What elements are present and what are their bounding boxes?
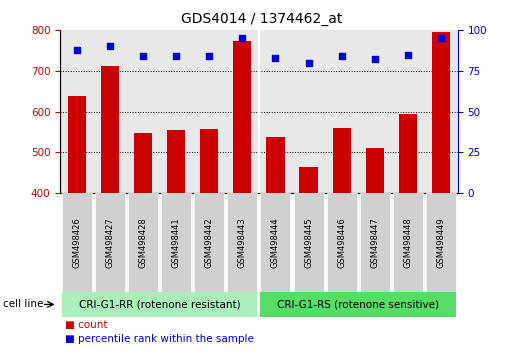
Bar — [399, 114, 417, 193]
Bar — [67, 96, 86, 193]
Text: GSM498449: GSM498449 — [437, 217, 446, 268]
Text: GDS4014 / 1374462_at: GDS4014 / 1374462_at — [181, 12, 342, 27]
Bar — [333, 128, 351, 193]
Text: GSM498427: GSM498427 — [105, 217, 115, 268]
Text: GSM498442: GSM498442 — [204, 217, 214, 268]
Text: GSM498426: GSM498426 — [72, 217, 81, 268]
Text: GSM498446: GSM498446 — [337, 217, 346, 268]
Text: GSM498447: GSM498447 — [370, 217, 379, 268]
Text: GSM498444: GSM498444 — [271, 217, 280, 268]
Point — [304, 60, 313, 65]
Text: GSM498445: GSM498445 — [304, 217, 313, 268]
Bar — [200, 129, 218, 193]
Text: ■ count: ■ count — [65, 320, 108, 330]
Point — [271, 55, 280, 61]
Bar — [134, 133, 152, 193]
Bar — [300, 167, 317, 193]
Bar — [101, 66, 119, 193]
Text: ■ percentile rank within the sample: ■ percentile rank within the sample — [65, 334, 254, 344]
Bar — [167, 130, 185, 193]
Text: GSM498443: GSM498443 — [238, 217, 247, 268]
Point — [139, 53, 147, 59]
Point — [437, 35, 445, 41]
Bar — [233, 41, 252, 193]
Point — [205, 53, 213, 59]
Bar — [432, 32, 450, 193]
Text: CRI-G1-RS (rotenone sensitive): CRI-G1-RS (rotenone sensitive) — [277, 299, 439, 309]
Point — [73, 47, 81, 52]
Text: CRI-G1-RR (rotenone resistant): CRI-G1-RR (rotenone resistant) — [78, 299, 241, 309]
Point — [172, 53, 180, 59]
Bar — [366, 148, 384, 193]
Point — [371, 57, 379, 62]
Text: GSM498448: GSM498448 — [403, 217, 413, 268]
Text: GSM498441: GSM498441 — [172, 217, 180, 268]
Point — [238, 35, 246, 41]
Point — [404, 52, 412, 57]
Point — [337, 53, 346, 59]
Text: cell line: cell line — [3, 299, 43, 309]
Bar — [266, 137, 285, 193]
Point — [106, 44, 114, 49]
Text: GSM498428: GSM498428 — [139, 217, 147, 268]
